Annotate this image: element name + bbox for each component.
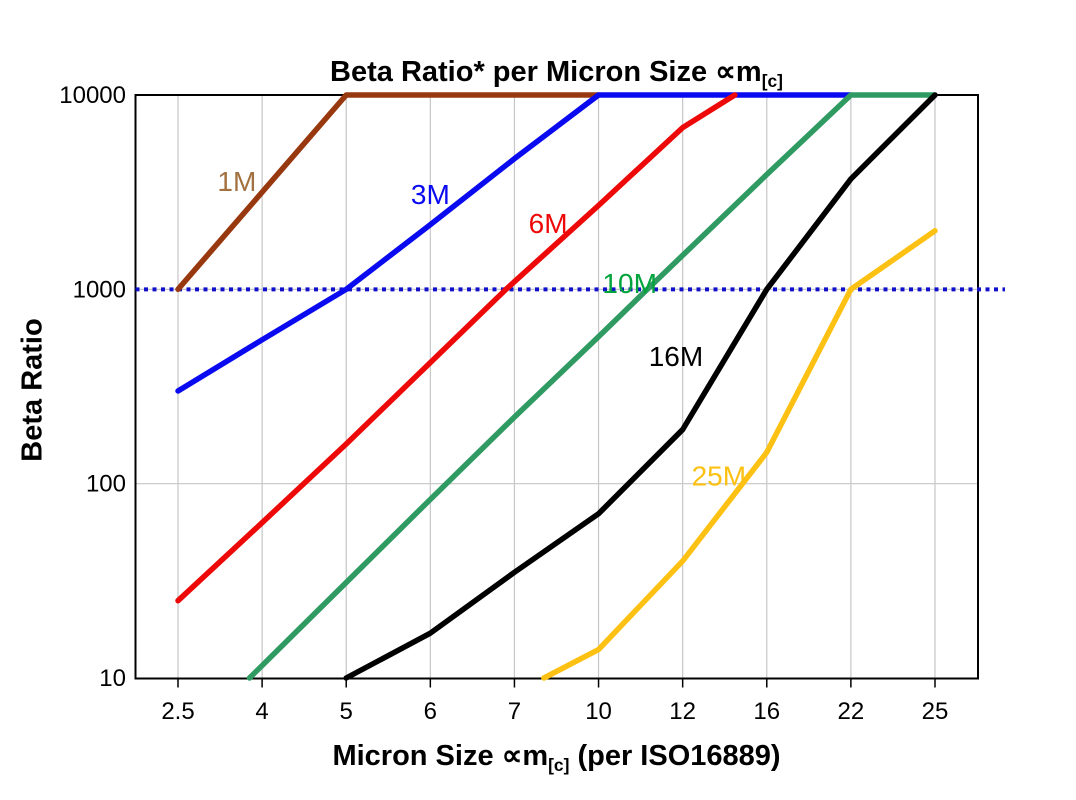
series-label-1M: 1M: [217, 166, 256, 197]
y-tick-label: 100: [86, 471, 126, 498]
y-tick-label: 1000: [73, 276, 126, 303]
series-label-10M: 10M: [602, 268, 656, 299]
chart-title-subscript: [c]: [761, 71, 783, 92]
y-tick-label: 10: [99, 665, 126, 692]
x-tick-label: 6: [424, 698, 437, 725]
x-tick-label: 16: [753, 698, 780, 725]
series-label-16M: 16M: [649, 341, 703, 372]
series-line-25M: [541, 228, 938, 681]
series-line-10M: [246, 92, 938, 681]
x-tick-label: 5: [340, 698, 353, 725]
series-line-3M: [175, 92, 854, 394]
x-axis-title-suffix: (per ISO16889): [569, 740, 781, 772]
series-label-25M: 25M: [692, 461, 746, 492]
x-tick-label: 12: [669, 698, 696, 725]
x-tick-label: 25: [922, 698, 949, 725]
x-tick-label: 10: [585, 698, 612, 725]
x-tick-label: 22: [838, 698, 865, 725]
x-axis-title: Micron Size ∝m[c] (per ISO16889): [135, 738, 978, 776]
series-line-6M: [175, 92, 738, 604]
chart-title: Beta Ratio* per Micron Size ∝m[c]: [135, 54, 978, 92]
x-tick-label: 4: [255, 698, 268, 725]
y-tick-label: 10000: [59, 82, 126, 109]
series-line-1M: [175, 92, 602, 293]
x-tick-label: 7: [508, 698, 521, 725]
x-tick-label: 2.5: [161, 698, 194, 725]
x-axis-title-subscript: [c]: [548, 755, 570, 776]
series-line-16M: [343, 92, 938, 681]
series-label-3M: 3M: [411, 179, 450, 210]
series-label-6M: 6M: [529, 208, 568, 239]
chart-title-text: Beta Ratio* per Micron Size ∝m: [330, 56, 762, 88]
x-axis-title-text: Micron Size ∝m: [332, 740, 549, 772]
